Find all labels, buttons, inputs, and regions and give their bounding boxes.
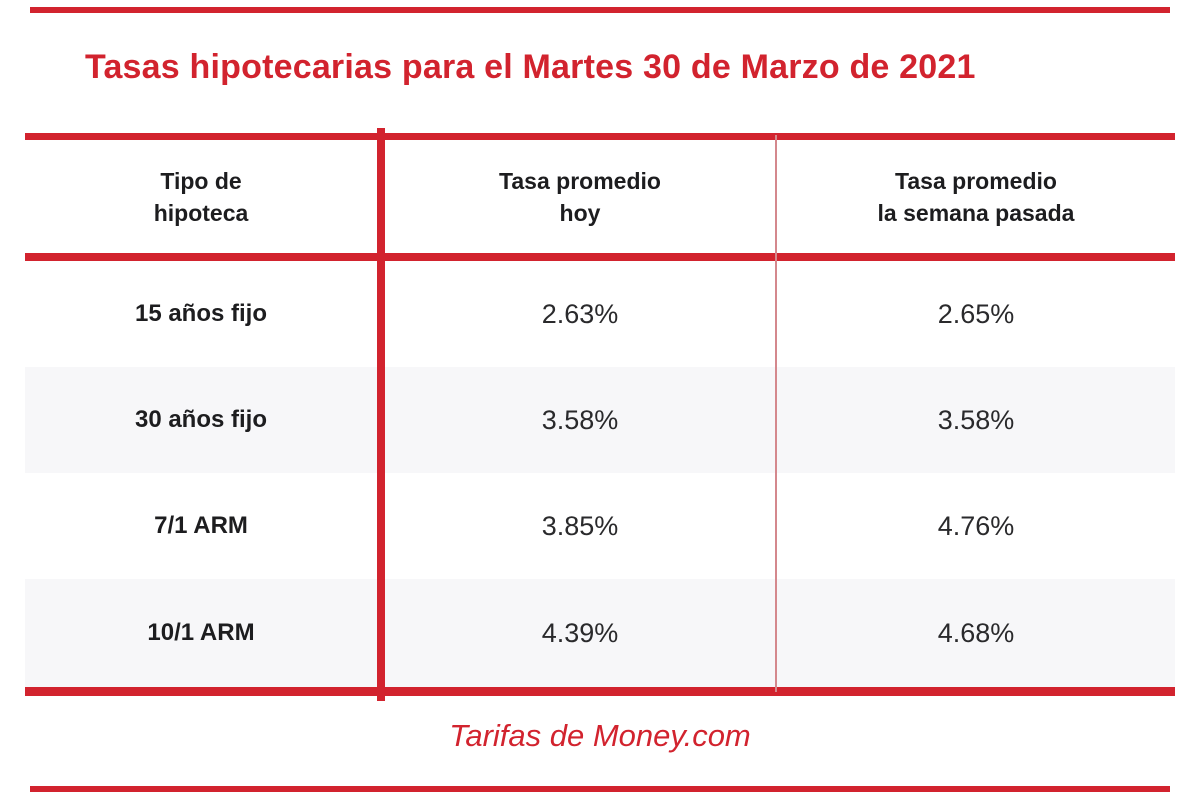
header-line: la semana pasada xyxy=(877,199,1075,226)
row-label: 30 años fijo xyxy=(134,406,268,433)
rate-last-week: 2.65% xyxy=(937,298,1015,329)
row-label: 15 años fijo xyxy=(134,300,268,327)
page-title: Tasas hipotecarias para el Martes 30 de … xyxy=(85,48,976,86)
header-separator-border xyxy=(25,253,1175,261)
column-header-type: Tipo de hipoteca xyxy=(25,140,377,253)
rate-today: 3.85% xyxy=(541,510,619,541)
row-label: 7/1 ARM xyxy=(154,512,248,539)
column-header-today: Tasa promedio hoy xyxy=(385,140,775,253)
header-line: Tasa promedio xyxy=(895,167,1057,194)
source-attribution: Tarifas de Money.com xyxy=(449,718,751,753)
header-line: Tasa promedio xyxy=(499,167,661,194)
bottom-rule xyxy=(30,786,1170,792)
column-divider-thin xyxy=(775,135,777,692)
column-divider-thick xyxy=(377,128,385,701)
rate-last-week: 4.68% xyxy=(937,617,1015,648)
row-alt-background xyxy=(25,367,1175,473)
row-alt-background xyxy=(25,579,1175,687)
top-rule xyxy=(30,7,1170,13)
rate-today: 2.63% xyxy=(541,298,619,329)
rate-last-week: 4.76% xyxy=(937,510,1015,541)
rate-today: 4.39% xyxy=(541,617,619,648)
header-line: Tipo de xyxy=(160,167,242,194)
rate-today: 3.58% xyxy=(541,404,619,435)
rates-table: Tipo de hipoteca Tasa promedio hoy Tasa … xyxy=(25,128,1175,701)
table-bottom-border xyxy=(25,687,1175,696)
header-line: hoy xyxy=(559,199,601,226)
rate-last-week: 3.58% xyxy=(937,404,1015,435)
column-header-last-week: Tasa promedio la semana pasada xyxy=(777,140,1175,253)
header-line: hipoteca xyxy=(153,199,249,226)
table-top-border xyxy=(25,133,1175,140)
row-label: 10/1 ARM xyxy=(147,619,255,646)
